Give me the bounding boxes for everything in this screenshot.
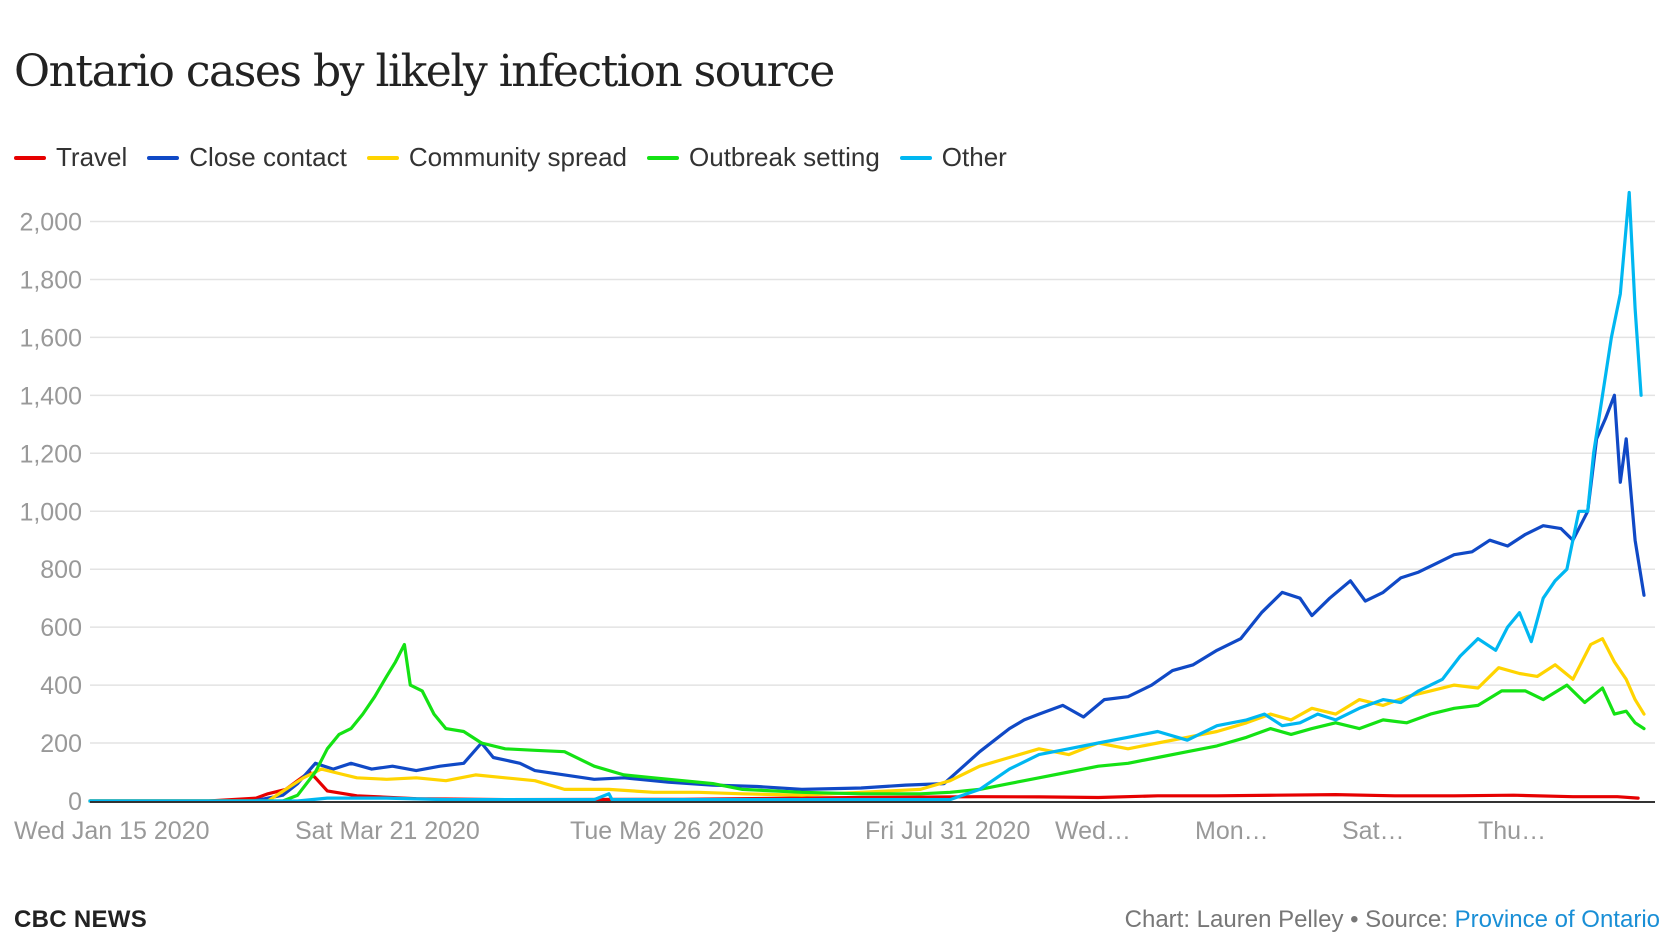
y-tick-label: 800 bbox=[40, 556, 82, 584]
chart-title: Ontario cases by likely infection source bbox=[14, 46, 835, 97]
y-tick-label: 1,200 bbox=[19, 440, 82, 468]
legend-item-other[interactable]: Other bbox=[899, 142, 1007, 173]
legend-item-outbreak-setting[interactable]: Outbreak setting bbox=[647, 142, 880, 173]
legend-swatch-close-contact bbox=[147, 155, 180, 160]
x-tick-label: Fri Jul 31 2020 bbox=[865, 817, 1030, 845]
legend-label-close-contact: Close contact bbox=[189, 142, 347, 172]
legend-label-other: Other bbox=[941, 142, 1007, 172]
legend-label-community-spread: Community spread bbox=[408, 142, 628, 172]
source-link[interactable]: Province of Ontario bbox=[1454, 906, 1660, 933]
y-tick-label: 0 bbox=[68, 788, 82, 816]
legend-swatch-outbreak-setting bbox=[647, 155, 680, 160]
x-tick-label: Sat… bbox=[1342, 817, 1405, 845]
y-tick-label: 1,400 bbox=[19, 382, 82, 410]
x-axis-ticks: Wed Jan 15 2020 Sat Mar 21 2020 Tue May 26… bbox=[14, 817, 1546, 845]
chart-series-lines bbox=[88, 190, 1646, 803]
x-tick-label: Sat Mar 21 2020 bbox=[295, 817, 480, 845]
brand-logo-text: CBC NEWS bbox=[14, 906, 148, 933]
legend-label-travel: Travel bbox=[56, 142, 128, 172]
legend-swatch-community-spread bbox=[366, 155, 399, 160]
series-line-other bbox=[88, 190, 1643, 803]
chart-credit-text: Chart: Lauren Pelley • Source: bbox=[1124, 906, 1455, 933]
legend-item-close-contact[interactable]: Close contact bbox=[147, 142, 347, 173]
x-tick-label: Mon… bbox=[1195, 817, 1269, 845]
legend-item-travel[interactable]: Travel bbox=[14, 142, 127, 173]
x-tick-label: Thu… bbox=[1478, 817, 1546, 845]
y-tick-label: 1,600 bbox=[19, 324, 82, 352]
y-tick-label: 200 bbox=[40, 730, 82, 758]
y-axis-ticks: 0 200 400 600 800 1,000 1,200 1,400 1,600 1,800 2,… bbox=[19, 209, 82, 817]
y-tick-label: 400 bbox=[40, 672, 82, 700]
series-line-outbreak-setting bbox=[88, 642, 1646, 803]
legend-item-community-spread[interactable]: Community spread bbox=[366, 142, 628, 173]
legend-swatch-other bbox=[899, 155, 932, 160]
x-tick-label: Wed Jan 15 2020 bbox=[14, 817, 210, 845]
x-tick-label: Tue May 26 2020 bbox=[570, 817, 764, 845]
y-tick-label: 2,000 bbox=[19, 209, 82, 237]
y-tick-label: 1,800 bbox=[19, 266, 82, 294]
chart-credit: Chart: Lauren Pelley • Source: Province … bbox=[1125, 906, 1660, 934]
legend-swatch-travel bbox=[14, 155, 46, 160]
series-line-close-contact bbox=[88, 393, 1646, 803]
y-tick-label: 1,000 bbox=[19, 498, 82, 526]
y-tick-label: 600 bbox=[40, 614, 82, 642]
legend-label-outbreak-setting: Outbreak setting bbox=[689, 142, 880, 172]
x-tick-label: Wed… bbox=[1055, 817, 1131, 845]
chart-legend: Travel Close contact Community spread Ou… bbox=[14, 142, 1007, 173]
chart-gridlines bbox=[90, 220, 1655, 744]
